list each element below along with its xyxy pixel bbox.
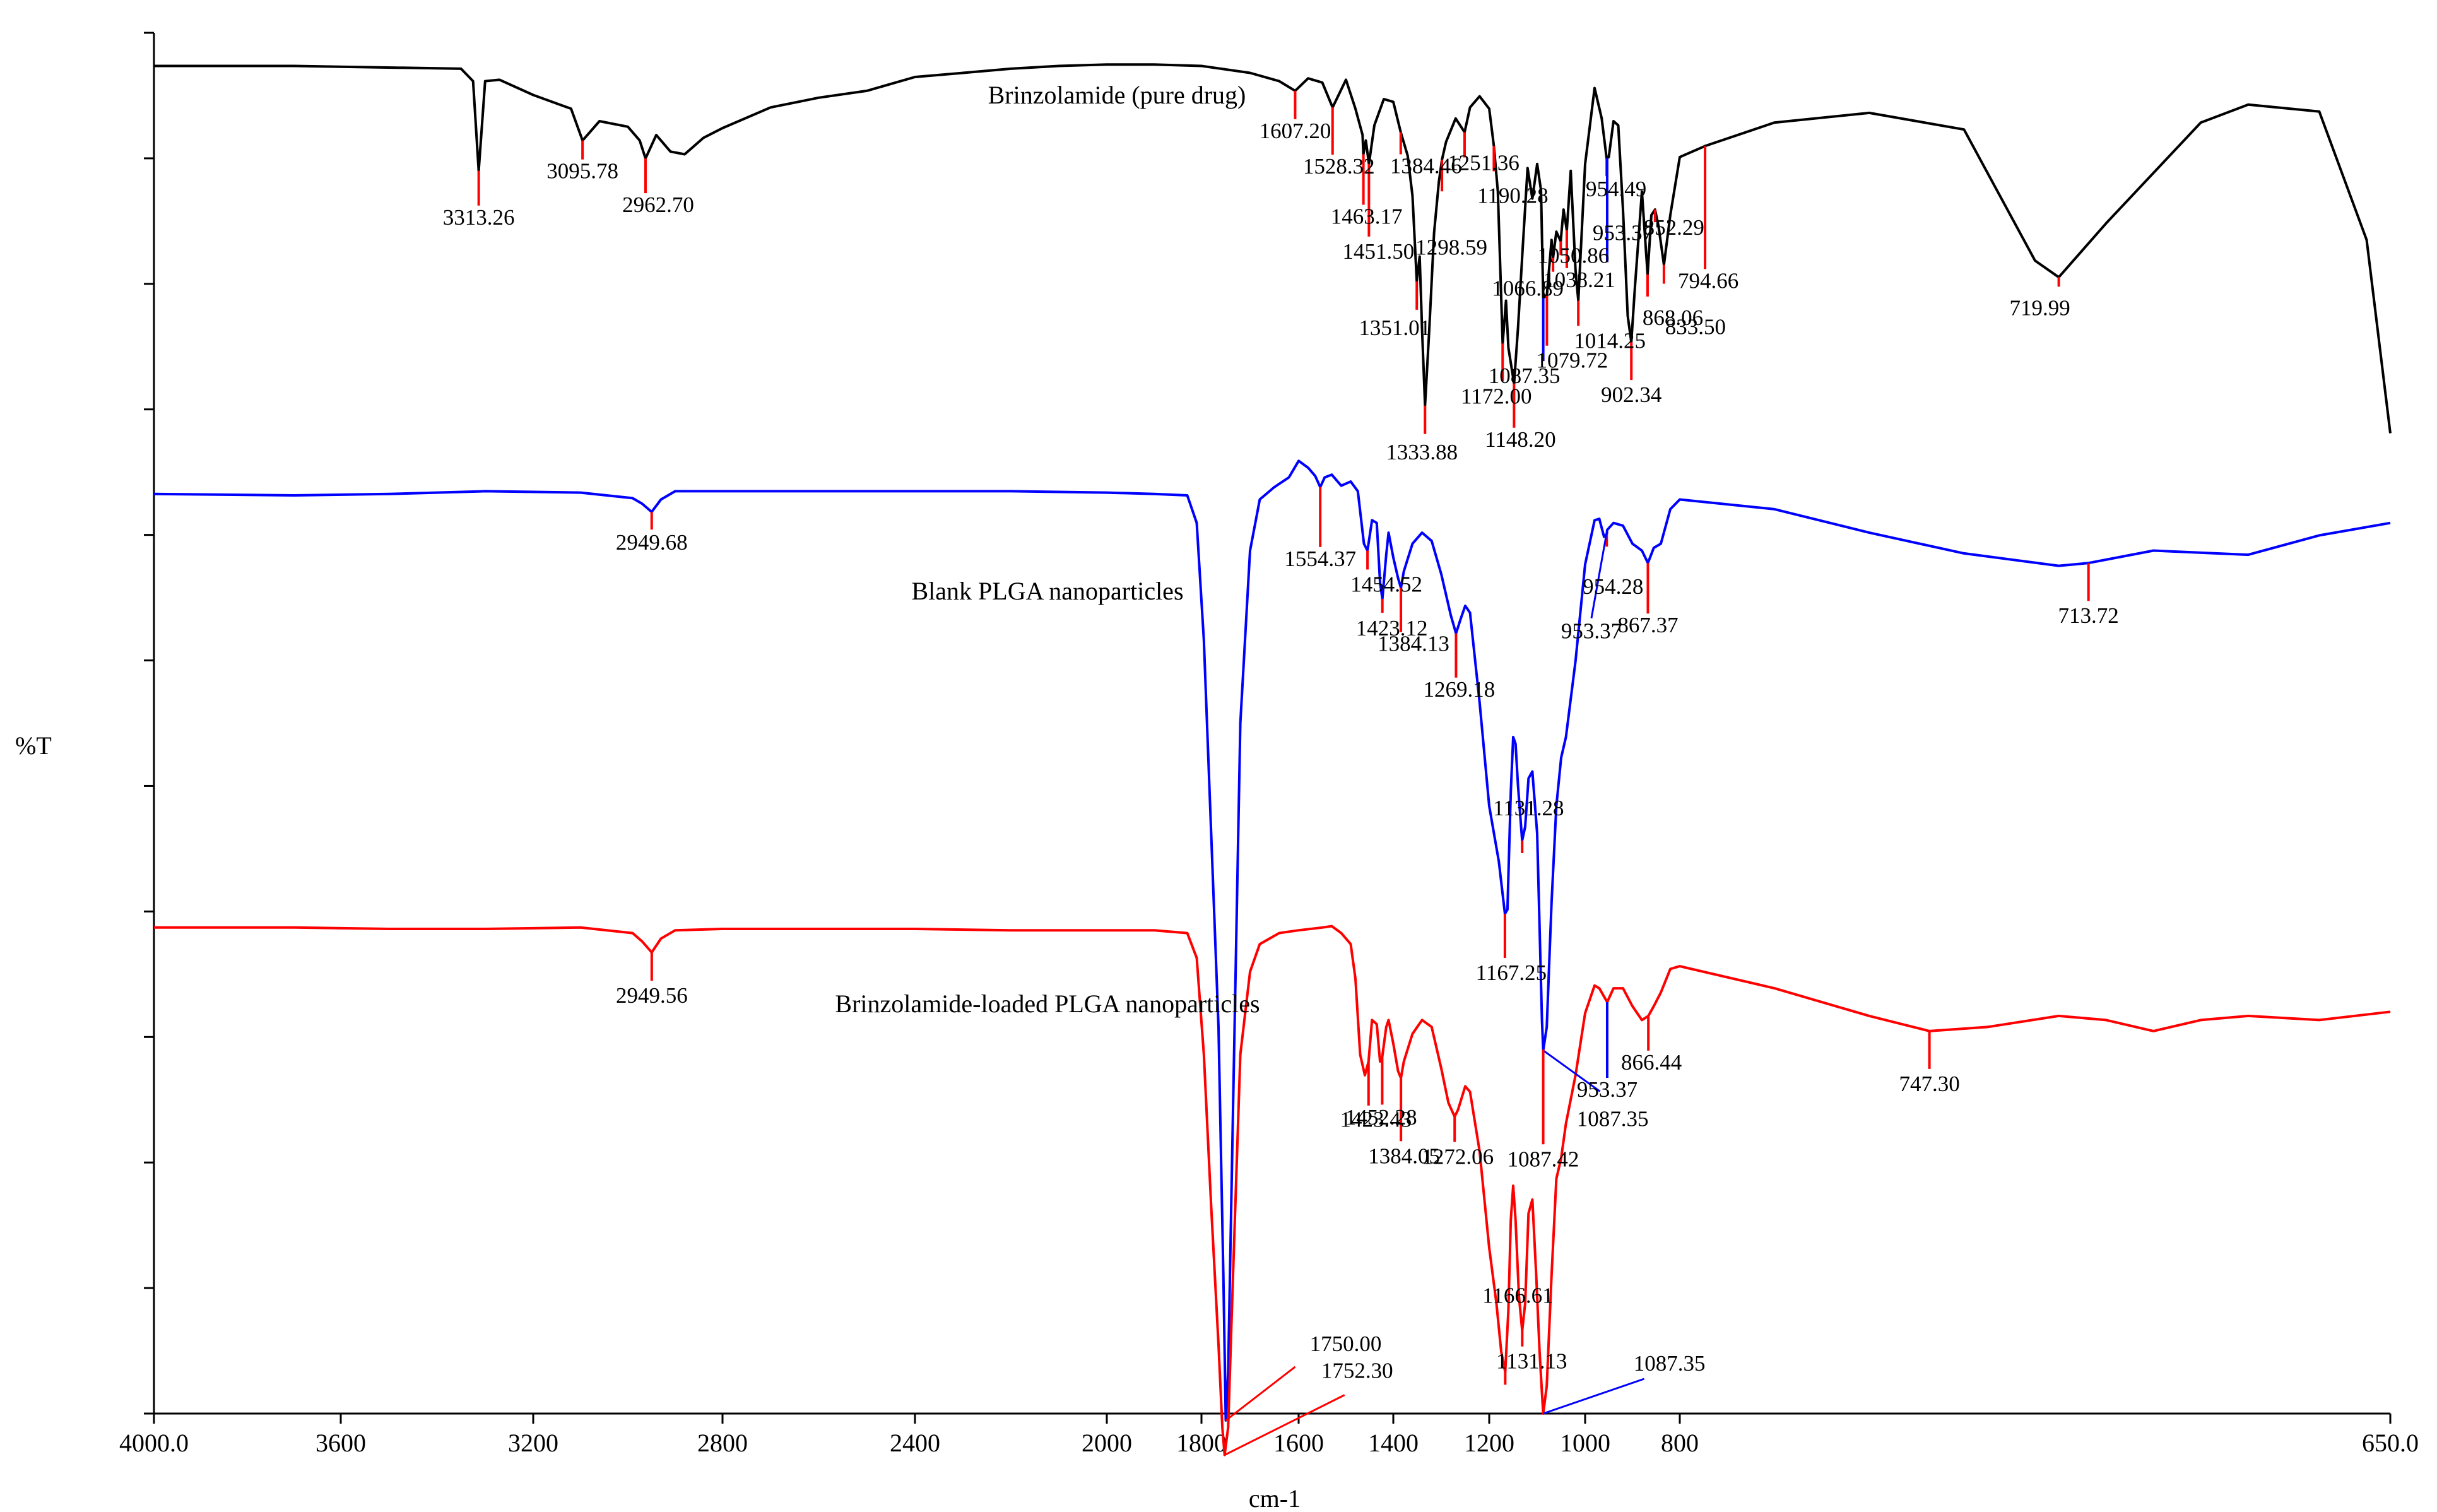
peak-label: 1087.42 (1508, 1147, 1579, 1171)
peak-label: 1333.88 (1386, 440, 1458, 464)
peak-label: 1272.06 (1422, 1145, 1494, 1169)
peak-marker (1542, 1049, 1601, 1092)
x-axis-title: cm-1 (1249, 1484, 1301, 1512)
peak-label: 3095.78 (546, 159, 618, 184)
peak-label: 1554.37 (1284, 546, 1356, 571)
axes: 4000.0 3600 3200 2800 2400 2000 1800 1600 1400 12… (119, 32, 2419, 1457)
peak-label: 866.44 (1621, 1050, 1682, 1075)
peak-label: 1148.20 (1485, 427, 1555, 452)
peak-label: 1087.35 (1489, 363, 1561, 388)
peak-marker (1590, 529, 1608, 618)
peak-label: 1452.28 (1345, 1105, 1417, 1130)
peak-label: 1131.13 (1496, 1349, 1567, 1374)
peak-label: 1131.28 (1493, 796, 1564, 820)
peak-label: 1251.36 (1448, 151, 1519, 175)
peak-marker (1225, 1366, 1296, 1422)
peak-marker (1224, 1394, 1345, 1456)
x-tick-label: 4000.0 (119, 1429, 189, 1457)
peak-label: 1190.28 (1477, 183, 1548, 208)
peak-label: 1607.20 (1260, 119, 1331, 143)
peak-label: 1752.30 (1321, 1359, 1393, 1383)
series-line-2 (154, 924, 2391, 1456)
peak-label: 1384.05 (1368, 1143, 1440, 1168)
peak-label: 868.06 (1643, 305, 1703, 330)
peak-label: 1014.25 (1574, 328, 1646, 353)
peak-label: 852.29 (1644, 215, 1704, 240)
peak-label: 1298.59 (1415, 235, 1487, 259)
x-tick-label: 1000 (1560, 1429, 1610, 1457)
peak-label: 953.37 (1561, 619, 1622, 644)
series-names: Brinzolamide (pure drug) Blank PLGA nanop… (835, 81, 1260, 1018)
x-tick-label: 800 (1661, 1429, 1699, 1457)
peak-label: 1528.32 (1303, 154, 1375, 179)
series-name-1: Blank PLGA nanoparticles (911, 577, 1183, 605)
series-line-1 (153, 459, 2391, 1422)
x-tick-label: 1200 (1464, 1429, 1514, 1457)
series-name-2: Brinzolamide-loaded PLGA nanoparticles (835, 989, 1260, 1018)
peak-label: 2949.56 (616, 983, 688, 1008)
peak-label: 1351.01 (1359, 316, 1431, 340)
peak-label: 1172.00 (1461, 384, 1531, 408)
peak-label: 2962.70 (622, 192, 694, 217)
x-tick-label: 2400 (890, 1429, 940, 1457)
x-tick-label: 1400 (1368, 1429, 1419, 1457)
peak-label: 1463.17 (1331, 204, 1403, 229)
series-layer (153, 63, 2392, 1456)
peak-label: 1269.18 (1424, 677, 1496, 702)
peak-label: 1087.35 (1577, 1107, 1649, 1131)
peak-label: 1384.13 (1378, 632, 1449, 656)
peak-label: 1451.50 (1343, 239, 1415, 264)
x-tick-label: 2800 (697, 1429, 748, 1457)
x-tick-label: 650.0 (2362, 1429, 2419, 1457)
x-tick-label: 1800 (1176, 1429, 1227, 1457)
peak-label: 954.28 (1583, 574, 1643, 599)
peak-label: 953.37 (1577, 1077, 1637, 1102)
peak-label: 954.49 (1586, 177, 1646, 201)
peak-label: 1087.35 (1634, 1351, 1706, 1376)
peak-label: 1167.25 (1476, 960, 1547, 985)
peak-label: 713.72 (2058, 603, 2119, 628)
peak-label: 867.37 (1617, 613, 1678, 637)
peak-label: 3313.26 (443, 205, 515, 230)
x-tick-label: 3600 (316, 1429, 366, 1457)
peak-label: 794.66 (1678, 268, 1738, 293)
x-tick-label: 2000 (1082, 1429, 1132, 1457)
peak-label: 1423.12 (1356, 616, 1428, 641)
peak-markers (477, 90, 2090, 1456)
peak-label: 1384.46 (1390, 154, 1462, 179)
x-tick-label: 3200 (508, 1429, 558, 1457)
peak-label: 1166.61 (1482, 1283, 1553, 1308)
series-name-0: Brinzolamide (pure drug) (988, 81, 1246, 109)
peak-label: 1079.72 (1537, 348, 1608, 373)
peak-label: 1066.89 (1492, 276, 1564, 301)
peak-label: 1423.43 (1340, 1107, 1412, 1131)
peak-marker (1543, 1378, 1645, 1415)
series-line-0 (154, 63, 2392, 434)
peak-label: 2949.68 (616, 530, 688, 555)
peak-label: 1050.86 (1537, 243, 1609, 268)
peak-label: 902.34 (1601, 382, 1661, 407)
peak-label: 1038.21 (1543, 268, 1615, 292)
peak-label: 719.99 (2009, 295, 2070, 320)
peak-label: 1454.52 (1350, 572, 1422, 597)
peak-label: 953.37 (1593, 221, 1653, 245)
y-axis-title: %T (15, 731, 52, 760)
x-tick-label: 1600 (1273, 1429, 1324, 1457)
peak-label: 833.50 (1665, 315, 1726, 340)
peak-label: 1750.00 (1310, 1332, 1382, 1356)
peak-label: 747.30 (1899, 1072, 1959, 1096)
